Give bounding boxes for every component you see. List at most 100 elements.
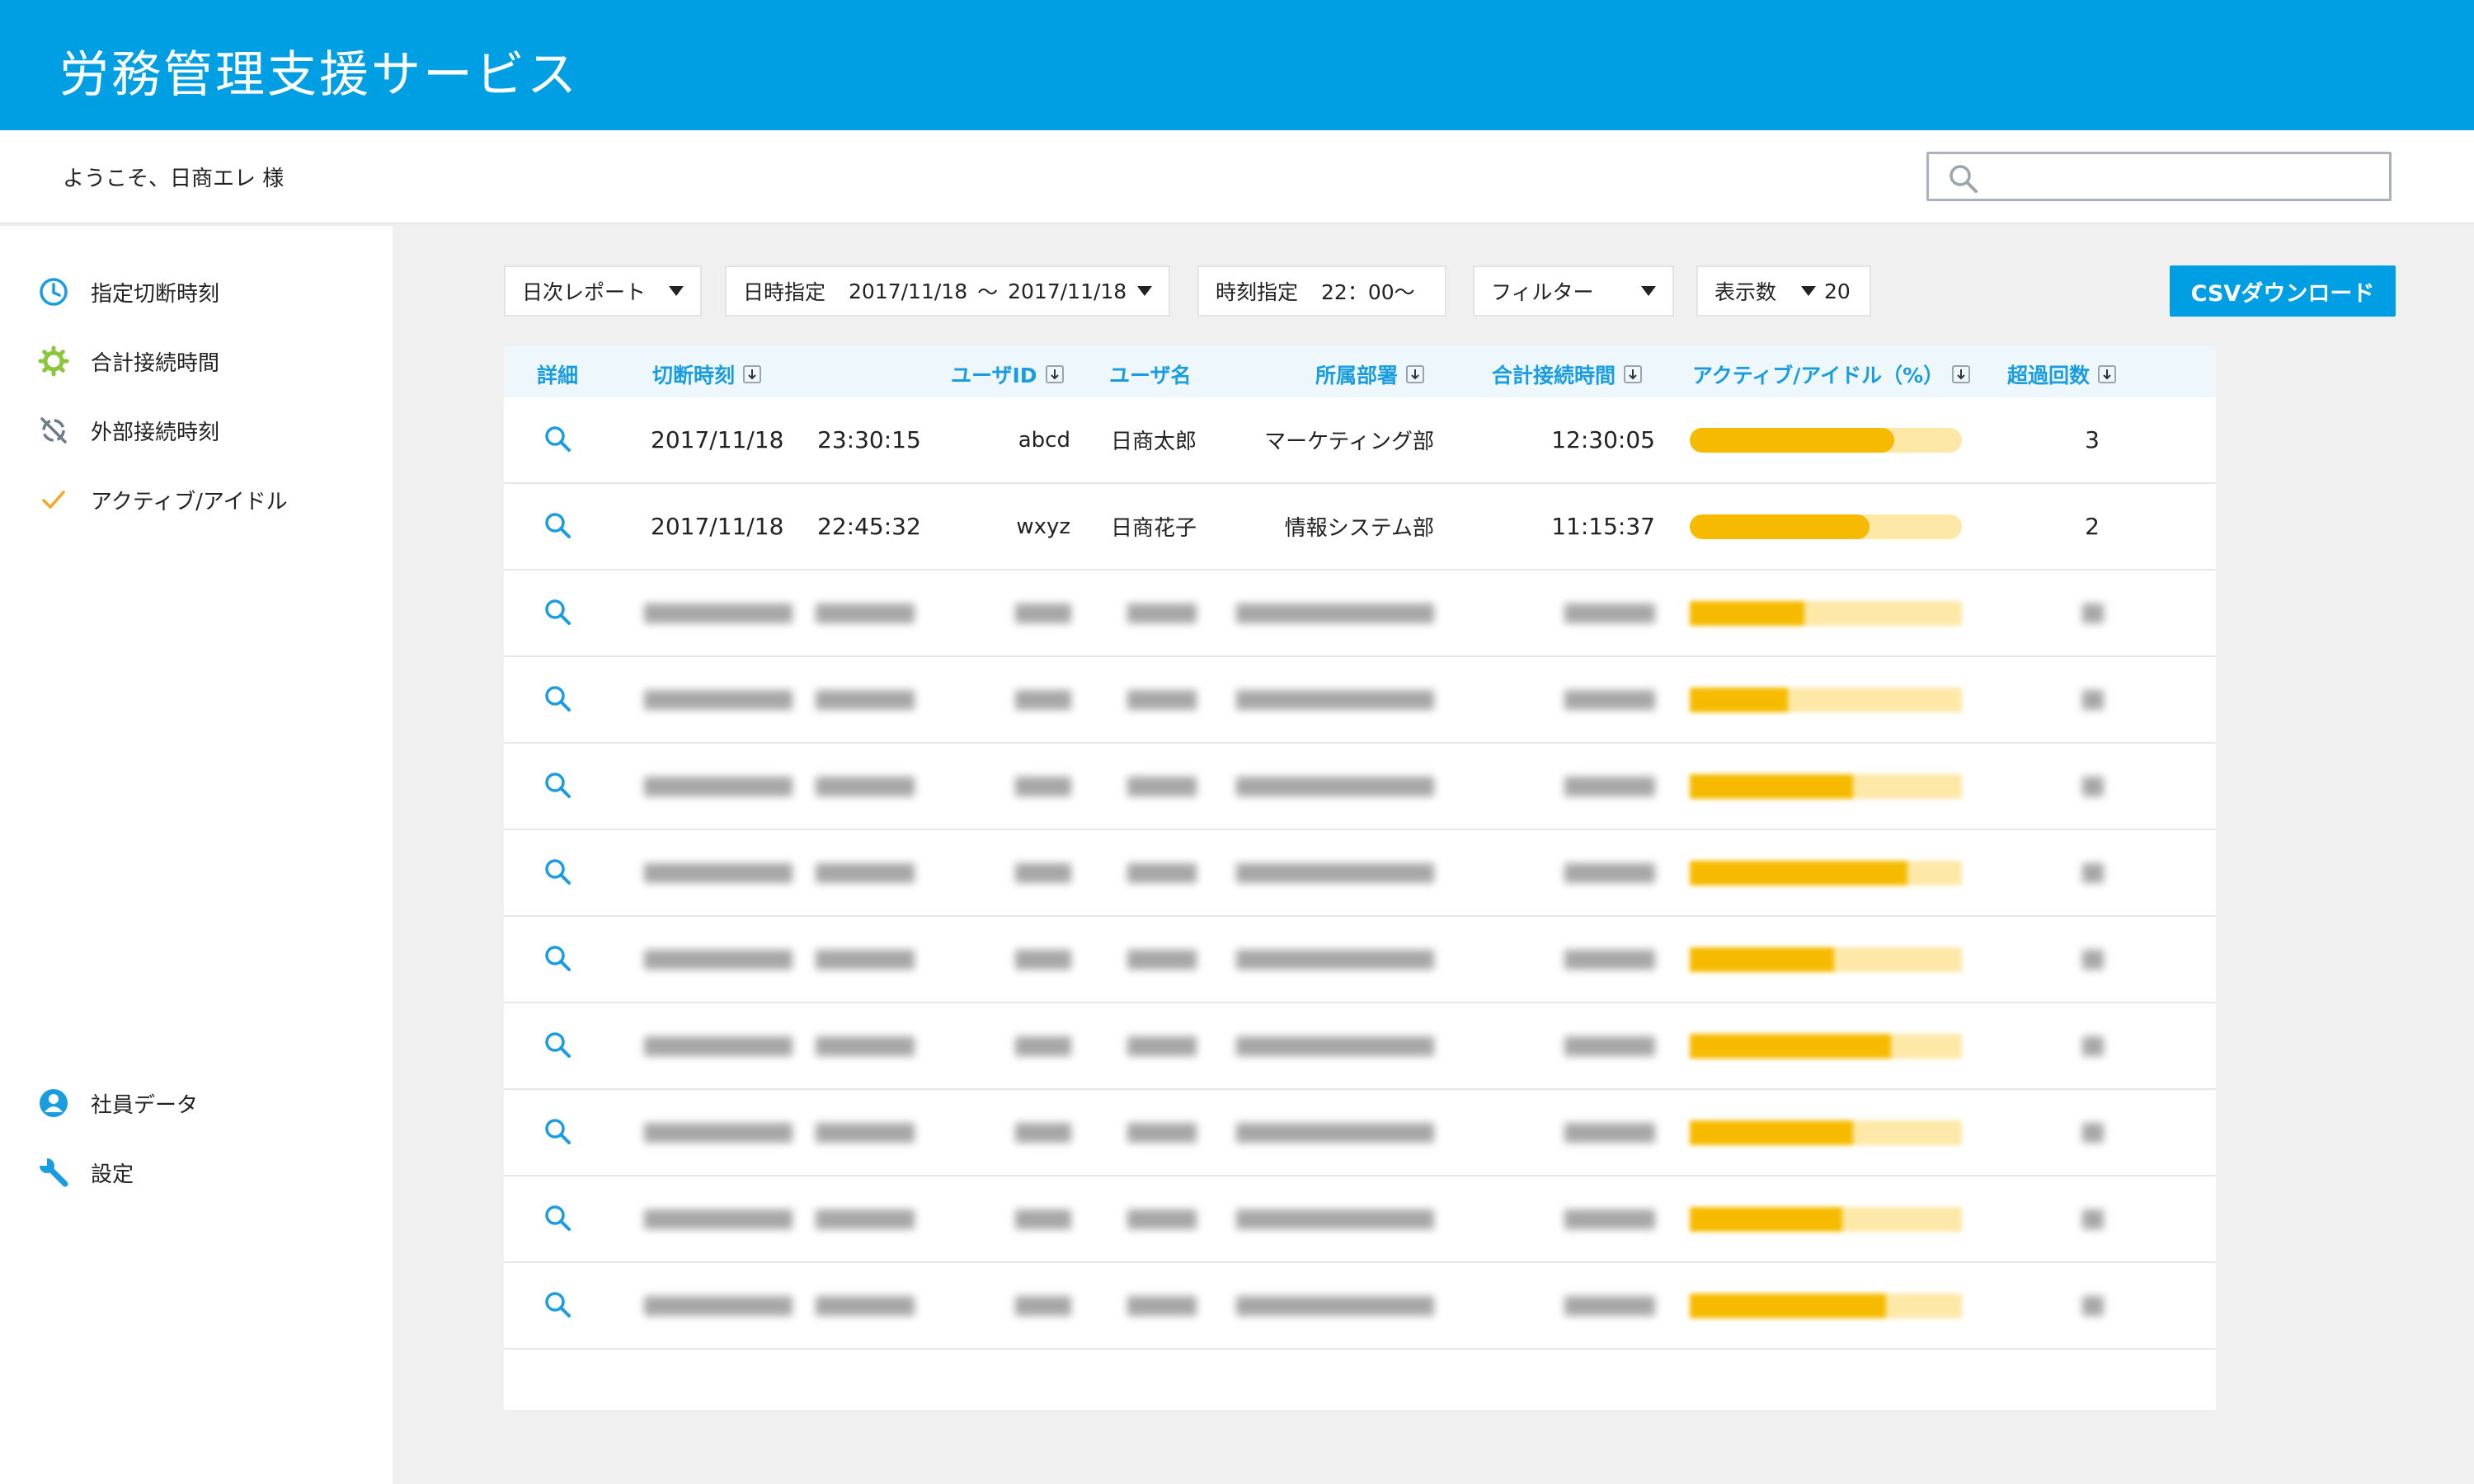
sidebar-item-employee-data[interactable]: 社員データ: [36, 1083, 198, 1123]
redacted-text: [1127, 690, 1197, 710]
search-icon[interactable]: [542, 942, 575, 979]
clock-icon: [36, 275, 71, 309]
column-detail: 詳細: [537, 364, 579, 387]
redacted-count: [2082, 863, 2104, 883]
search-icon[interactable]: [542, 683, 575, 719]
sort-down-icon[interactable]: [743, 365, 762, 383]
caret-down-icon: [1641, 286, 1656, 296]
table-row[interactable]: 2017/11/18 22:45:32 wxyz 日商花子 情報システム部 11…: [504, 484, 2216, 571]
cut-date: 2017/11/18: [651, 426, 784, 453]
sort-down-icon[interactable]: [1406, 365, 1425, 383]
redacted-text: [816, 603, 915, 623]
sort-down-icon[interactable]: [2098, 365, 2117, 383]
search-icon[interactable]: [542, 423, 575, 459]
redacted-text: [816, 690, 915, 710]
redacted-text: [1015, 950, 1071, 970]
search-input[interactable]: [1926, 152, 2392, 201]
redacted-text: [1236, 1036, 1434, 1056]
sort-down-icon[interactable]: [1045, 365, 1064, 383]
active-idle-bar: [1690, 688, 1962, 712]
cut-time: 23:30:15: [817, 426, 921, 453]
report-type-dropdown[interactable]: 日次レポート: [504, 265, 702, 317]
main-content: 日次レポート 日時指定 2017/11/18 〜 2017/11/18 時刻指定…: [393, 226, 2474, 1484]
date-separator: 〜: [977, 280, 999, 304]
column-cut-time[interactable]: 切断時刻: [652, 359, 762, 389]
redacted-text: [1127, 863, 1197, 883]
time-filter[interactable]: 時刻指定 22：00〜: [1197, 265, 1446, 317]
app-header: 労務管理支援サービス: [0, 0, 2474, 130]
redacted-text: [1127, 950, 1197, 970]
redacted-text: [644, 777, 793, 796]
search-icon[interactable]: [542, 856, 575, 892]
table-row-redacted[interactable]: [504, 1263, 2216, 1350]
date-to: 2017/11/18: [1008, 279, 1127, 303]
table-row-redacted[interactable]: [504, 744, 2216, 830]
column-department[interactable]: 所属部署: [1315, 359, 1425, 389]
redacted-count: [2082, 950, 2104, 970]
table-row-redacted[interactable]: [504, 917, 2216, 1003]
department: マーケティング部: [1264, 430, 1434, 454]
user-name: 日商太郎: [1111, 430, 1197, 454]
redacted-text: [1015, 690, 1071, 710]
active-idle-fill: [1690, 947, 1834, 972]
table-row-redacted[interactable]: [504, 1176, 2216, 1263]
table-row-redacted[interactable]: [504, 571, 2216, 657]
date-label: 日時指定: [743, 280, 826, 304]
welcome-message: ようこそ、日商エレ 様: [63, 167, 285, 191]
redacted-count: [2082, 690, 2104, 710]
search-icon[interactable]: [542, 596, 575, 632]
per-page-select[interactable]: 表示数 20: [1696, 265, 1871, 317]
search-icon[interactable]: [542, 1115, 575, 1152]
total-time: 11:15:37: [1551, 513, 1655, 540]
search-icon[interactable]: [542, 1289, 575, 1325]
search-icon[interactable]: [542, 1202, 575, 1238]
sort-down-icon[interactable]: [1952, 365, 1971, 383]
active-idle-bar: [1690, 1207, 1962, 1232]
filter-dropdown[interactable]: フィルター: [1473, 265, 1674, 317]
date-range-dropdown[interactable]: 日時指定 2017/11/18 〜 2017/11/18: [725, 265, 1170, 317]
redacted-text: [1564, 1123, 1655, 1143]
sidebar-item-label: アクティブ/アイドル: [91, 489, 288, 514]
column-total-time[interactable]: 合計接続時間: [1492, 359, 1643, 389]
app-title: 労務管理支援サービス: [59, 46, 579, 104]
table-row-redacted[interactable]: [504, 1003, 2216, 1090]
table-row-redacted[interactable]: [504, 830, 2216, 917]
column-over-count[interactable]: 超過回数: [2007, 359, 2117, 389]
table-row[interactable]: 2017/11/18 23:30:15 abcd 日商太郎 マーケティング部 1…: [504, 397, 2216, 484]
active-idle-bar: [1690, 428, 1962, 453]
table-row-redacted[interactable]: [504, 1090, 2216, 1176]
redacted-text: [1236, 1123, 1434, 1143]
redacted-text: [644, 950, 793, 970]
sidebar-item-external-time[interactable]: 外部接続時刻: [36, 411, 219, 450]
sidebar-item-total-time[interactable]: 合計接続時間: [36, 341, 219, 381]
redacted-text: [1236, 863, 1434, 883]
column-active-idle[interactable]: アクティブ/アイドル（%）: [1692, 359, 1971, 389]
search-icon[interactable]: [542, 510, 575, 546]
per-page-label: 表示数: [1714, 280, 1777, 304]
caret-down-icon: [669, 286, 684, 296]
sidebar-item-active-idle[interactable]: アクティブ/アイドル: [36, 480, 288, 519]
redacted-text: [816, 1209, 915, 1229]
time-label: 時刻指定: [1216, 280, 1299, 304]
user-id: wxyz: [1016, 514, 1070, 539]
caret-down-icon: [1137, 286, 1152, 296]
redacted-text: [1564, 690, 1655, 710]
redacted-text: [816, 1036, 915, 1056]
table-row-redacted[interactable]: [504, 657, 2216, 744]
sidebar-item-disconnect-time[interactable]: 指定切断時刻: [36, 272, 219, 312]
redacted-text: [816, 777, 915, 796]
csv-download-button[interactable]: CSVダウンロード: [2170, 265, 2396, 317]
redacted-text: [644, 603, 793, 623]
sort-down-icon[interactable]: [1624, 365, 1643, 383]
redacted-count: [2082, 1296, 2104, 1316]
column-user-id[interactable]: ユーザID: [951, 359, 1064, 389]
sidebar-item-label: 設定: [91, 1162, 134, 1187]
redacted-text: [1236, 603, 1434, 623]
off-sync-icon: [36, 413, 71, 448]
sidebar-item-settings[interactable]: 設定: [36, 1153, 134, 1192]
redacted-text: [1015, 1036, 1071, 1056]
redacted-text: [1236, 1209, 1434, 1229]
table-header: 詳細 切断時刻 ユーザID ユーザ名 所属部署 合計接続時間 アクティブ/アイド…: [504, 346, 2216, 397]
search-icon[interactable]: [542, 769, 575, 805]
search-icon[interactable]: [542, 1029, 575, 1065]
